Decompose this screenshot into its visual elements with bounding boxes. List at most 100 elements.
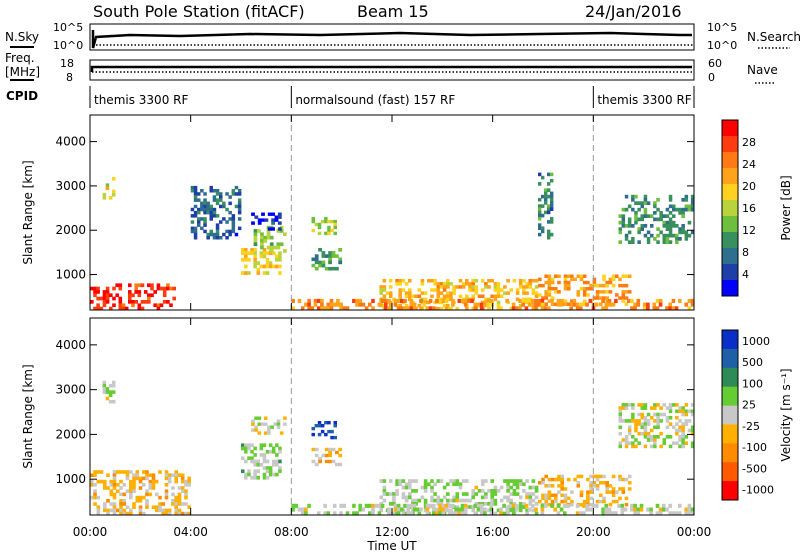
- velocity-data-cell: [106, 511, 110, 516]
- power-data-cell: [474, 291, 479, 295]
- velocity-data-cell: [541, 477, 545, 482]
- power-data-cell: [634, 194, 638, 199]
- velocity-data-cell: [511, 503, 516, 508]
- power-data-cell: [328, 260, 332, 265]
- velocity-data-cell: [547, 490, 552, 494]
- power-data-cell: [442, 285, 447, 289]
- power-data-cell: [384, 306, 388, 311]
- power-data-cell: [518, 298, 522, 303]
- velocity-ytick-label: 4000: [55, 338, 86, 352]
- power-data-cell: [534, 298, 538, 303]
- velocity-data-cell: [659, 406, 663, 410]
- power-data-cell: [140, 300, 145, 304]
- velocity-data-cell: [151, 505, 156, 509]
- velocity-data-cell: [90, 473, 94, 477]
- velocity-data-cell: [687, 503, 692, 508]
- velocity-data-cell: [374, 503, 378, 508]
- velocity-data-cell: [174, 502, 178, 506]
- power-data-cell: [463, 298, 468, 303]
- velocity-data-cell: [690, 409, 695, 414]
- velocity-data-cell: [653, 444, 657, 449]
- power-data-cell: [272, 264, 276, 269]
- power-data-cell: [193, 210, 198, 215]
- velocity-data-cell: [487, 502, 491, 506]
- power-data-cell: [259, 264, 264, 269]
- power-data-cell: [528, 279, 533, 283]
- velocity-data-cell: [171, 473, 175, 477]
- power-data-cell: [339, 306, 343, 311]
- power-data-cell: [200, 204, 204, 209]
- nsearch-bottom-tick: 10^0: [707, 39, 737, 52]
- velocity-data-cell: [311, 459, 316, 464]
- velocity-data-cell: [554, 477, 558, 482]
- power-data-cell: [422, 302, 426, 307]
- power-data-cell: [307, 298, 311, 303]
- velocity-data-cell: [560, 493, 564, 497]
- velocity-data-cell: [439, 498, 444, 503]
- velocity-data-cell: [493, 485, 498, 490]
- power-data-cell: [320, 298, 324, 303]
- velocity-data-cell: [241, 456, 245, 461]
- power-data-cell: [379, 288, 383, 292]
- power-data-cell: [228, 232, 232, 237]
- power-data-cell: [528, 300, 533, 305]
- velocity-data-cell: [563, 503, 567, 508]
- power-data-cell: [442, 288, 447, 292]
- velocity-data-cell: [395, 489, 399, 493]
- power-data-cell: [320, 306, 324, 311]
- velocity-data-cell: [522, 482, 526, 487]
- power-data-cell: [225, 229, 229, 234]
- velocity-data-cell: [461, 479, 466, 483]
- velocity-data-cell: [430, 485, 434, 490]
- velocity-data-cell: [690, 431, 695, 436]
- velocity-data-cell: [538, 499, 542, 504]
- power-data-cell: [595, 290, 600, 294]
- power-data-cell: [576, 293, 581, 297]
- power-data-cell: [408, 291, 412, 295]
- power-data-cell: [452, 291, 456, 295]
- power-data-cell: [269, 235, 274, 240]
- power-data-cell: [388, 303, 393, 308]
- power-data-cell: [668, 194, 673, 199]
- velocity-data-cell: [93, 483, 97, 487]
- power-data-cell: [355, 302, 359, 307]
- power-data-cell: [633, 306, 637, 311]
- power-data-cell: [659, 211, 663, 215]
- power-data-cell: [471, 279, 475, 283]
- power-data-cell: [525, 282, 529, 286]
- power-data-cell: [544, 290, 548, 294]
- velocity-data-cell: [263, 422, 268, 426]
- velocity-data-cell: [112, 511, 117, 516]
- power-data-cell: [538, 293, 542, 297]
- power-data-cell: [463, 302, 468, 307]
- velocity-data-cell: [247, 469, 251, 474]
- velocity-data-cell: [441, 503, 446, 508]
- power-colorbar-swatch: [722, 136, 738, 153]
- power-data-cell: [634, 217, 638, 222]
- power-colorbar-tick: 28: [742, 136, 756, 149]
- velocity-data-cell: [300, 507, 305, 512]
- power-data-cell: [219, 220, 223, 224]
- power-data-cell: [388, 279, 393, 283]
- velocity-data-cell: [129, 489, 133, 493]
- power-data-cell: [675, 207, 679, 212]
- velocity-data-cell: [614, 511, 618, 516]
- freq-label-1: Freq.: [5, 51, 35, 65]
- power-data-cell: [446, 279, 450, 283]
- power-data-cell: [563, 287, 568, 291]
- velocity-data-cell: [119, 511, 123, 516]
- velocity-data-cell: [328, 453, 332, 458]
- power-data-cell: [404, 303, 409, 308]
- power-data-cell: [193, 198, 198, 202]
- power-data-cell: [605, 299, 609, 303]
- power-data-cell: [329, 302, 334, 307]
- velocity-data-cell: [438, 511, 442, 516]
- power-data-cell: [575, 306, 580, 311]
- power-data-cell: [316, 306, 321, 311]
- power-data-cell: [102, 192, 107, 197]
- velocity-data-cell: [446, 482, 450, 487]
- power-data-cell: [506, 279, 510, 283]
- velocity-data-cell: [352, 511, 356, 516]
- velocity-data-cell: [618, 487, 622, 491]
- power-data-cell: [311, 228, 315, 233]
